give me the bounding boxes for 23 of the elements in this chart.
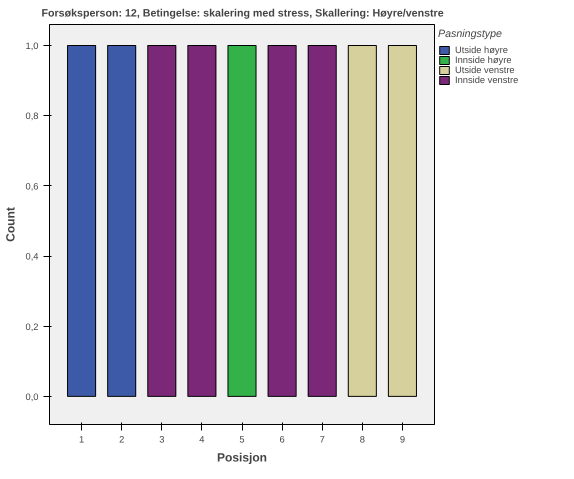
y-tick-label: 0,8	[26, 111, 38, 122]
y-tick-label: 0,0	[26, 392, 38, 402]
legend-label: Utside høyre	[455, 45, 508, 55]
x-tick-label: 2	[119, 434, 124, 444]
x-tick-label: 7	[320, 434, 325, 444]
legend-label: Innside høyre	[455, 55, 512, 65]
x-tick-label: 9	[400, 434, 406, 444]
y-tick-label: 0,4	[26, 252, 38, 262]
x-tick-label: 5	[239, 434, 245, 444]
legend-label: Utside venstre	[455, 65, 515, 75]
x-tick-label: 6	[280, 434, 285, 444]
chart-title: Forsøksperson: 12, Betingelse: skalering med stress, Skallering: Høyre/venstre	[42, 8, 444, 20]
legend-label: Innside venstre	[455, 75, 518, 85]
x-axis-title: Posisjon	[216, 450, 268, 464]
y-tick-label: 0,2	[26, 322, 38, 332]
x-tick-label: 3	[159, 434, 164, 444]
y-tick-label: 1,0	[26, 41, 38, 52]
x-tick-label: 8	[360, 434, 365, 444]
legend-title: Pasningstype	[438, 28, 503, 40]
y-tick-label: 0,6	[26, 181, 38, 192]
x-tick-label: 4	[199, 434, 205, 444]
x-tick-label: 1	[78, 434, 84, 444]
y-axis-title: Count	[4, 207, 18, 242]
